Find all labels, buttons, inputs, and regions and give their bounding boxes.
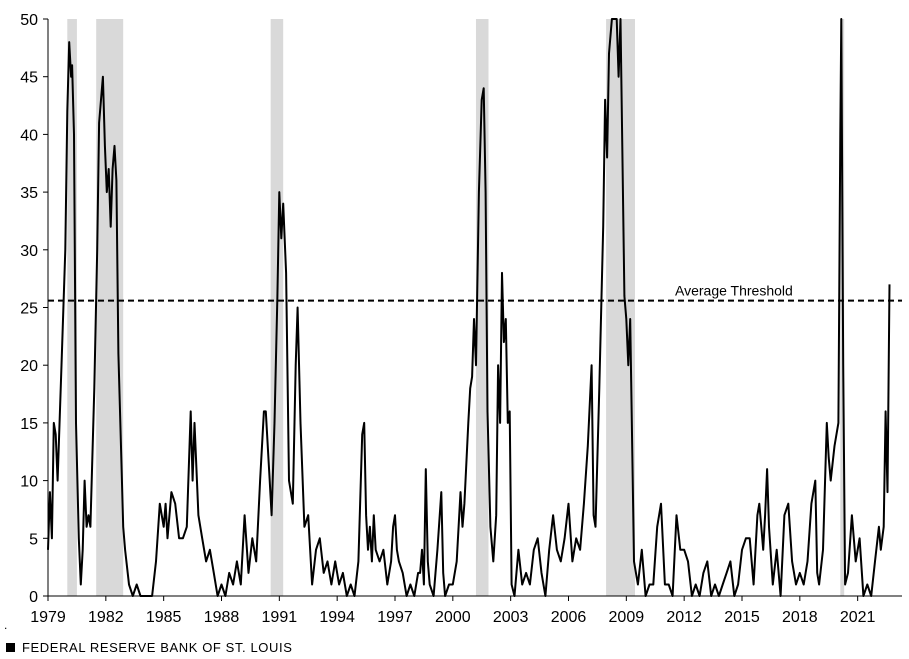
- footnote-marker: .: [4, 618, 8, 632]
- y-tick-label-45: 45: [20, 70, 38, 87]
- y-tick-label-5: 5: [29, 531, 38, 548]
- x-tick-label-1979: 1979: [30, 609, 66, 626]
- y-tick-label-40: 40: [20, 127, 38, 144]
- x-tick-label-2006: 2006: [551, 609, 587, 626]
- y-tick-labels: 0 5 10 15 20 25 30 35 40 45 50: [20, 12, 48, 606]
- y-tick-label-0: 0: [29, 589, 38, 606]
- x-tick-label-2018: 2018: [782, 609, 818, 626]
- x-tick-label-1985: 1985: [146, 609, 182, 626]
- series-line-1: [47, 18, 891, 597]
- y-tick-label-15: 15: [20, 416, 38, 433]
- x-tick-label-1982: 1982: [88, 609, 124, 626]
- y-tick-label-20: 20: [20, 358, 38, 375]
- source-text: FEDERAL RESERVE BANK OF ST. LOUIS: [22, 640, 293, 655]
- x-tick-label-2000: 2000: [435, 609, 471, 626]
- y-tick-label-10: 10: [20, 474, 38, 491]
- x-tick-label-2009: 2009: [609, 609, 645, 626]
- series-group: [47, 18, 891, 597]
- source-square-icon: [6, 643, 15, 652]
- x-tick-label-2021: 2021: [840, 609, 876, 626]
- x-tick-label-1991: 1991: [262, 609, 298, 626]
- average-threshold-label: Average Threshold: [675, 283, 793, 299]
- x-tick-label-1994: 1994: [319, 609, 355, 626]
- x-tick-label-2003: 2003: [493, 609, 529, 626]
- recession-bands: [67, 19, 845, 596]
- y-tick-label-35: 35: [20, 185, 38, 202]
- recession-band-5: [606, 19, 636, 596]
- y-tick-label-30: 30: [20, 243, 38, 260]
- x-tick-label-1988: 1988: [204, 609, 240, 626]
- threshold-group: Average Threshold: [48, 283, 902, 302]
- x-tick-label-2015: 2015: [724, 609, 760, 626]
- x-tick-labels: 1979 1982 1985 1988 1991 1994 1997 2000 2003 2006…: [30, 596, 876, 626]
- y-tick-label-25: 25: [20, 301, 38, 318]
- recession-band-1: [67, 19, 77, 596]
- x-tick-label-1997: 1997: [377, 609, 413, 626]
- y-tick-label-50: 50: [20, 12, 38, 29]
- x-tick-label-2012: 2012: [666, 609, 702, 626]
- source-footer: FEDERAL RESERVE BANK OF ST. LOUIS: [6, 640, 292, 655]
